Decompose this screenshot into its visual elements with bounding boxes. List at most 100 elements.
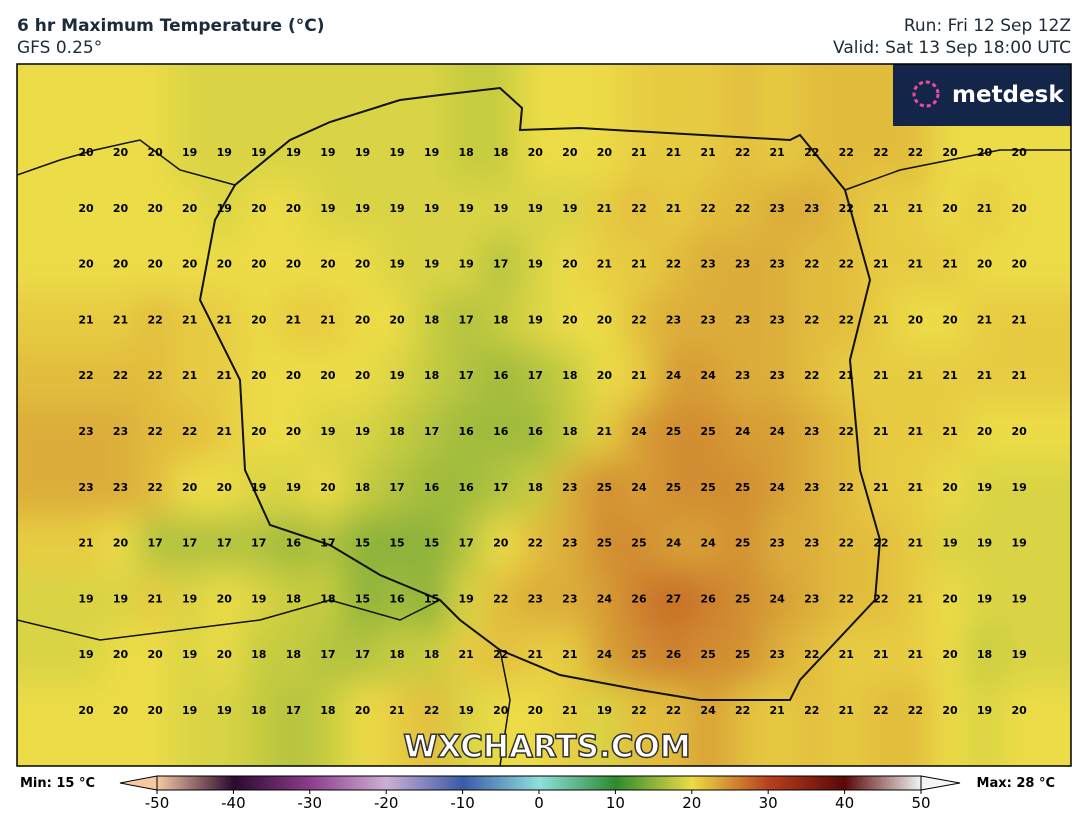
temperature-cell xyxy=(310,404,347,461)
temperature-cell xyxy=(690,348,727,406)
temperature-label: 16 xyxy=(493,369,509,382)
temperature-label: 22 xyxy=(839,481,854,494)
temperature-label: 17 xyxy=(182,537,197,550)
temperature-label: 21 xyxy=(942,258,957,271)
temperature-cell xyxy=(898,404,934,461)
temperature-cell xyxy=(17,64,105,182)
temperature-label: 21 xyxy=(78,537,93,550)
temperature-label: 19 xyxy=(355,202,370,215)
temperature-label: 24 xyxy=(666,369,682,382)
temperature-label: 22 xyxy=(147,369,162,382)
temperature-cell xyxy=(967,404,1003,461)
temperature-cell xyxy=(345,404,381,461)
temperature-label: 19 xyxy=(389,202,404,215)
temperature-cell xyxy=(621,683,658,766)
temperature-label: 17 xyxy=(459,537,474,550)
temperature-label: 17 xyxy=(355,648,370,661)
temperature-label: 21 xyxy=(666,202,681,215)
temperature-label: 23 xyxy=(804,202,819,215)
colorbar-end xyxy=(920,775,961,791)
temperature-cell xyxy=(725,236,761,294)
colorbar-segment xyxy=(539,776,616,790)
temperature-label: 20 xyxy=(1011,146,1027,159)
temperature-label: 21 xyxy=(873,648,888,661)
temperature-cell xyxy=(241,404,278,461)
map: 20 20 20 19 19 19 19 19 19 19 19 18 18 20 20 20 21 21 21 22… xyxy=(17,64,1071,766)
temperature-cell xyxy=(379,292,416,350)
run-time: Run: Fri 12 Sep 12Z xyxy=(904,16,1071,36)
temperature-cell xyxy=(829,64,865,182)
temperature-cell xyxy=(794,64,831,182)
temperature-label: 22 xyxy=(631,202,646,215)
temperature-label: 21 xyxy=(182,369,197,382)
temperature-label: 20 xyxy=(1011,704,1027,717)
temperature-label: 22 xyxy=(873,704,888,717)
temperature-label: 20 xyxy=(493,704,509,717)
temperature-cell xyxy=(448,64,485,182)
colorbar-segment xyxy=(844,776,922,790)
temperature-label: 20 xyxy=(78,704,94,717)
temperature-label: 25 xyxy=(666,425,681,438)
temperature-label: 25 xyxy=(631,537,646,550)
temperature-label: 19 xyxy=(251,592,266,605)
temperature-cell xyxy=(829,515,865,573)
temperature-label: 22 xyxy=(804,313,819,326)
map-frame xyxy=(16,63,1072,767)
temperature-label: 20 xyxy=(942,313,958,326)
temperature-label: 20 xyxy=(113,258,129,271)
temperature-label: 20 xyxy=(113,146,129,159)
temperature-cell xyxy=(310,180,347,238)
temperature-cell xyxy=(103,64,139,182)
temperature-cell xyxy=(241,348,278,406)
temperature-label: 18 xyxy=(286,592,301,605)
temperature-label: 20 xyxy=(147,704,163,717)
temperature-cell xyxy=(621,404,658,461)
temperature-label: 22 xyxy=(873,592,888,605)
temperature-cell xyxy=(621,515,658,573)
temperature-cell xyxy=(414,571,450,629)
temperature-label: 20 xyxy=(78,146,94,159)
temperature-cell xyxy=(656,515,692,573)
temperature-cell xyxy=(206,64,243,182)
temperature-cell xyxy=(206,683,243,766)
temperature-cell xyxy=(759,627,796,685)
colorbar-segment xyxy=(157,776,234,790)
temperature-cell xyxy=(137,459,174,517)
colorbar-tick-label: 40 xyxy=(835,794,854,812)
temperature-label: 24 xyxy=(631,425,647,438)
temperature-label: 20 xyxy=(1011,425,1027,438)
temperature-cell xyxy=(276,683,312,766)
temperature-cell xyxy=(17,571,105,629)
temperature-label: 19 xyxy=(424,202,439,215)
temperature-cell xyxy=(310,683,347,766)
temperature-label: 20 xyxy=(597,146,613,159)
temperature-cell xyxy=(310,292,347,350)
temperature-label: 21 xyxy=(873,481,888,494)
temperature-label: 20 xyxy=(147,202,163,215)
temperature-label: 22 xyxy=(528,537,543,550)
colorbar-tick-label: 20 xyxy=(682,794,701,812)
temperature-cell xyxy=(206,404,243,461)
temperature-label: 23 xyxy=(562,481,577,494)
temperature-label: 21 xyxy=(562,648,577,661)
temperature-label: 25 xyxy=(735,648,750,661)
temperature-label: 19 xyxy=(78,592,93,605)
temperature-cell xyxy=(552,292,589,350)
temperature-cell xyxy=(587,236,623,294)
logo-box xyxy=(893,64,1071,126)
temperature-cell xyxy=(898,571,934,629)
temperature-cell xyxy=(690,236,727,294)
temperature-label: 17 xyxy=(459,369,474,382)
temperature-cell xyxy=(932,236,969,294)
temperature-cell xyxy=(1001,571,1071,629)
temperature-cell xyxy=(414,64,450,182)
temperature-label: 21 xyxy=(631,258,646,271)
temperature-cell xyxy=(690,404,727,461)
temperature-cell xyxy=(483,683,519,766)
temperature-label: 23 xyxy=(78,481,93,494)
temperature-label: 19 xyxy=(182,146,197,159)
temperature-label: 17 xyxy=(217,537,232,550)
temperature-label: 22 xyxy=(735,704,750,717)
temperature-cell xyxy=(552,459,589,517)
temperature-cell xyxy=(967,348,1003,406)
